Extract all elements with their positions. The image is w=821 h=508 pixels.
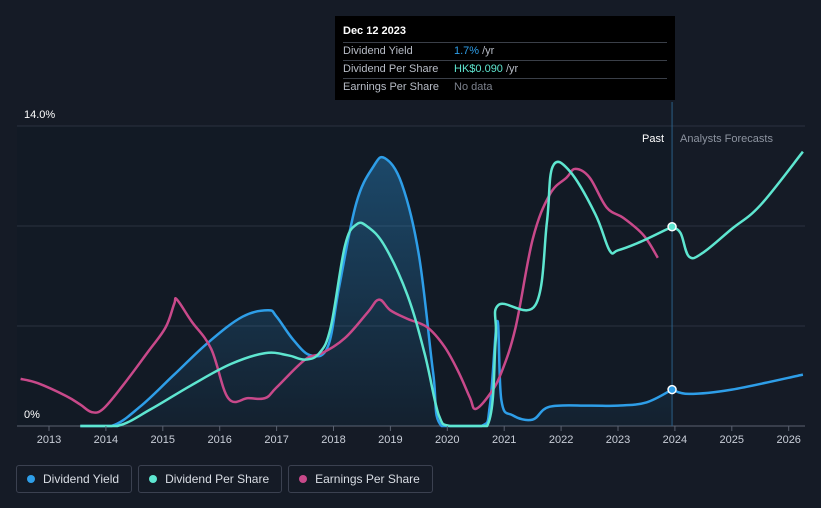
highlight-marker <box>667 221 677 232</box>
earnings-per-share-line <box>20 167 659 414</box>
tooltip: Dec 12 2023 Dividend Yield 1.7% /yr Divi… <box>335 16 675 100</box>
x-tick-label: 2014 <box>94 434 118 446</box>
dividend-yield-forecast-line <box>671 373 804 396</box>
legend-item-earnings-per-share[interactable]: Earnings Per Share <box>288 465 433 493</box>
tooltip-unit: /yr <box>482 45 495 57</box>
tooltip-label: Earnings Per Share <box>343 81 439 93</box>
legend-item-dividend-per-share[interactable]: Dividend Per Share <box>138 465 283 493</box>
y-axis-bottom-label: 0% <box>24 409 40 421</box>
tooltip-value: HK$0.090 <box>454 63 503 75</box>
tooltip-value: No data <box>454 81 493 93</box>
tooltip-date: Dec 12 2023 <box>343 22 667 43</box>
forecast-label: Analysts Forecasts <box>680 133 773 145</box>
past-label: Past <box>642 133 664 145</box>
legend-label: Dividend Yield <box>43 472 120 486</box>
legend-dot-icon <box>299 475 308 483</box>
tooltip-label: Dividend Yield <box>343 45 413 57</box>
tooltip-label: Dividend Per Share <box>343 63 439 75</box>
dividend-yield-area <box>80 157 673 426</box>
legend: Dividend Yield Dividend Per Share Earnin… <box>16 465 433 493</box>
markers <box>667 221 677 395</box>
x-tick-label: 2025 <box>720 434 744 446</box>
legend-item-dividend-yield[interactable]: Dividend Yield <box>16 465 133 493</box>
tooltip-row-dividend-yield: Dividend Yield 1.7% /yr <box>343 43 667 61</box>
y-axis-top-label: 14.0% <box>24 109 55 121</box>
legend-dot-icon <box>27 475 35 483</box>
x-tick-label: 2013 <box>37 434 61 446</box>
highlight-marker <box>667 384 677 395</box>
dividend-yield-line <box>80 155 673 428</box>
dividend-per-share-forecast-line <box>671 150 804 260</box>
tooltip-value: 1.7% <box>454 45 480 57</box>
legend-dot-icon <box>149 475 158 483</box>
series-layer <box>20 150 804 428</box>
x-tick-label: 2019 <box>378 434 402 446</box>
x-axis: 2013 2014 2015 2016 2017 2018 2019 2020 2021 2022… <box>37 426 801 446</box>
x-tick-label: 2021 <box>492 434 516 446</box>
x-tick-label: 2023 <box>606 434 630 446</box>
x-tick-label: 2024 <box>663 434 687 446</box>
legend-label: Earnings Per Share <box>315 472 420 486</box>
dividend-per-share-line <box>80 160 673 428</box>
x-tick-label: 2016 <box>207 434 231 446</box>
legend-label: Dividend Per Share <box>165 472 270 486</box>
x-tick-label: 2018 <box>321 434 345 446</box>
x-tick-label: 2022 <box>549 434 573 446</box>
tooltip-row-earnings-per-share: Earnings Per Share No data <box>343 79 667 96</box>
x-tick-label: 2026 <box>776 434 800 446</box>
tooltip-unit: /yr <box>505 63 519 75</box>
x-tick-label: 2015 <box>151 434 175 446</box>
x-tick-label: 2017 <box>264 434 288 446</box>
tooltip-row-dividend-per-share: Dividend Per Share HK$0.090 /yr <box>343 61 667 79</box>
x-tick-label: 2020 <box>435 434 459 446</box>
